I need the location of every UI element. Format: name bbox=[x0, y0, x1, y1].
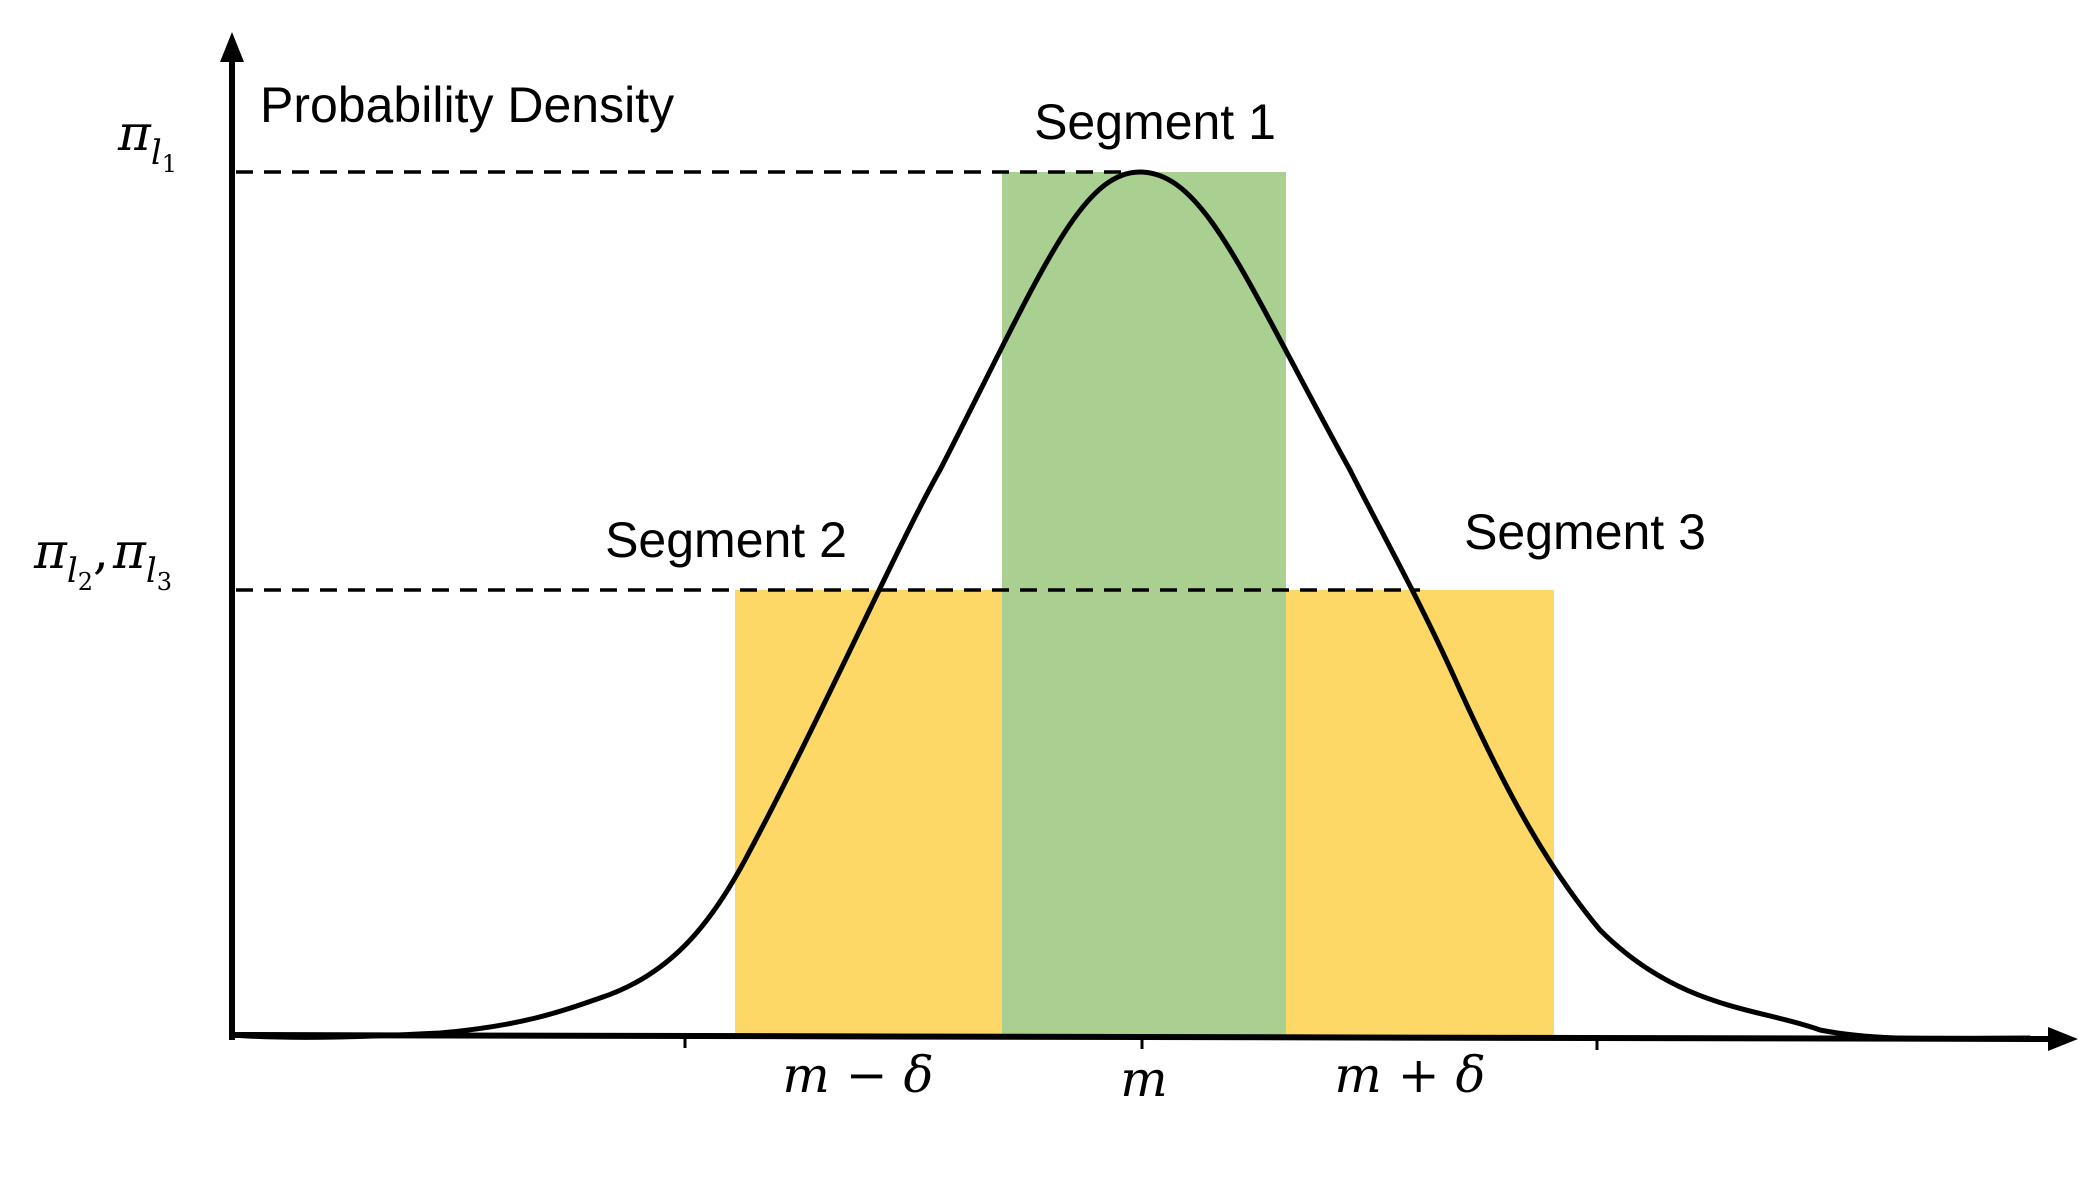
y-tick-pi-l1: πl1 bbox=[117, 104, 177, 178]
segment-1-rect bbox=[1002, 172, 1286, 1035]
x-tick-label-m-plus-delta: m + δ bbox=[1334, 1046, 1485, 1104]
segment-3-rect bbox=[1286, 590, 1554, 1035]
segment-1-label: Segment 1 bbox=[1034, 94, 1276, 150]
x-tick-label-m: m bbox=[1120, 1050, 1167, 1108]
density-curve bbox=[231, 169, 2031, 1042]
x-axis-arrowhead bbox=[2048, 1027, 2078, 1051]
segment-2-rect bbox=[735, 590, 1002, 1035]
y-tick-pi-l2-l3: πl2,πl3 bbox=[33, 522, 172, 596]
segment-2-label: Segment 2 bbox=[605, 512, 847, 568]
y-axis-arrowhead bbox=[220, 32, 244, 62]
segment-3-label: Segment 3 bbox=[1464, 504, 1706, 560]
x-tick-label-m-minus-delta: m − δ bbox=[782, 1046, 933, 1104]
y-axis-label: Probability Density bbox=[260, 77, 674, 133]
